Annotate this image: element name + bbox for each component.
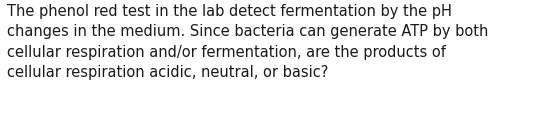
Text: The phenol red test in the lab detect fermentation by the pH
changes in the medi: The phenol red test in the lab detect fe… — [7, 4, 488, 80]
